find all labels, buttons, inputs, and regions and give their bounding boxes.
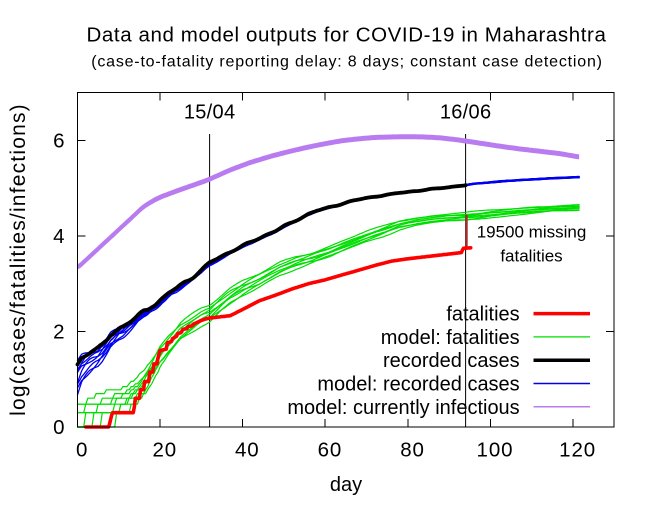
svg-text:model: recorded cases: model: recorded cases: [317, 374, 519, 396]
svg-text:model: fatalities: model: fatalities: [381, 327, 520, 349]
svg-text:20: 20: [152, 439, 177, 462]
svg-text:2: 2: [53, 320, 64, 343]
svg-text:fatalities: fatalities: [500, 247, 562, 266]
svg-text:model: currently infectious: model: currently infectious: [287, 397, 519, 419]
svg-text:6: 6: [53, 129, 64, 152]
svg-text:40: 40: [235, 439, 260, 462]
svg-text:60: 60: [318, 439, 343, 462]
svg-text:19500 missing: 19500 missing: [477, 223, 587, 242]
svg-text:day: day: [330, 474, 362, 496]
svg-text:16/06: 16/06: [440, 102, 492, 124]
svg-text:0: 0: [76, 439, 88, 462]
svg-text:Data and model outputs for COV: Data and model outputs for COVID-19 in M…: [87, 23, 607, 46]
svg-text:fatalities: fatalities: [446, 304, 519, 326]
svg-text:4: 4: [53, 225, 64, 248]
svg-text:log(cases/fatalities/infection: log(cases/fatalities/infections): [7, 103, 30, 416]
svg-text:0: 0: [53, 416, 64, 439]
svg-text:100: 100: [477, 439, 514, 462]
svg-text:120: 120: [559, 439, 596, 462]
svg-text:80: 80: [400, 439, 425, 462]
svg-text:recorded cases: recorded cases: [383, 350, 520, 372]
svg-text:15/04: 15/04: [184, 102, 236, 124]
svg-text:(case-to-fatality reporting de: (case-to-fatality reporting delay: 8 day…: [91, 54, 603, 71]
